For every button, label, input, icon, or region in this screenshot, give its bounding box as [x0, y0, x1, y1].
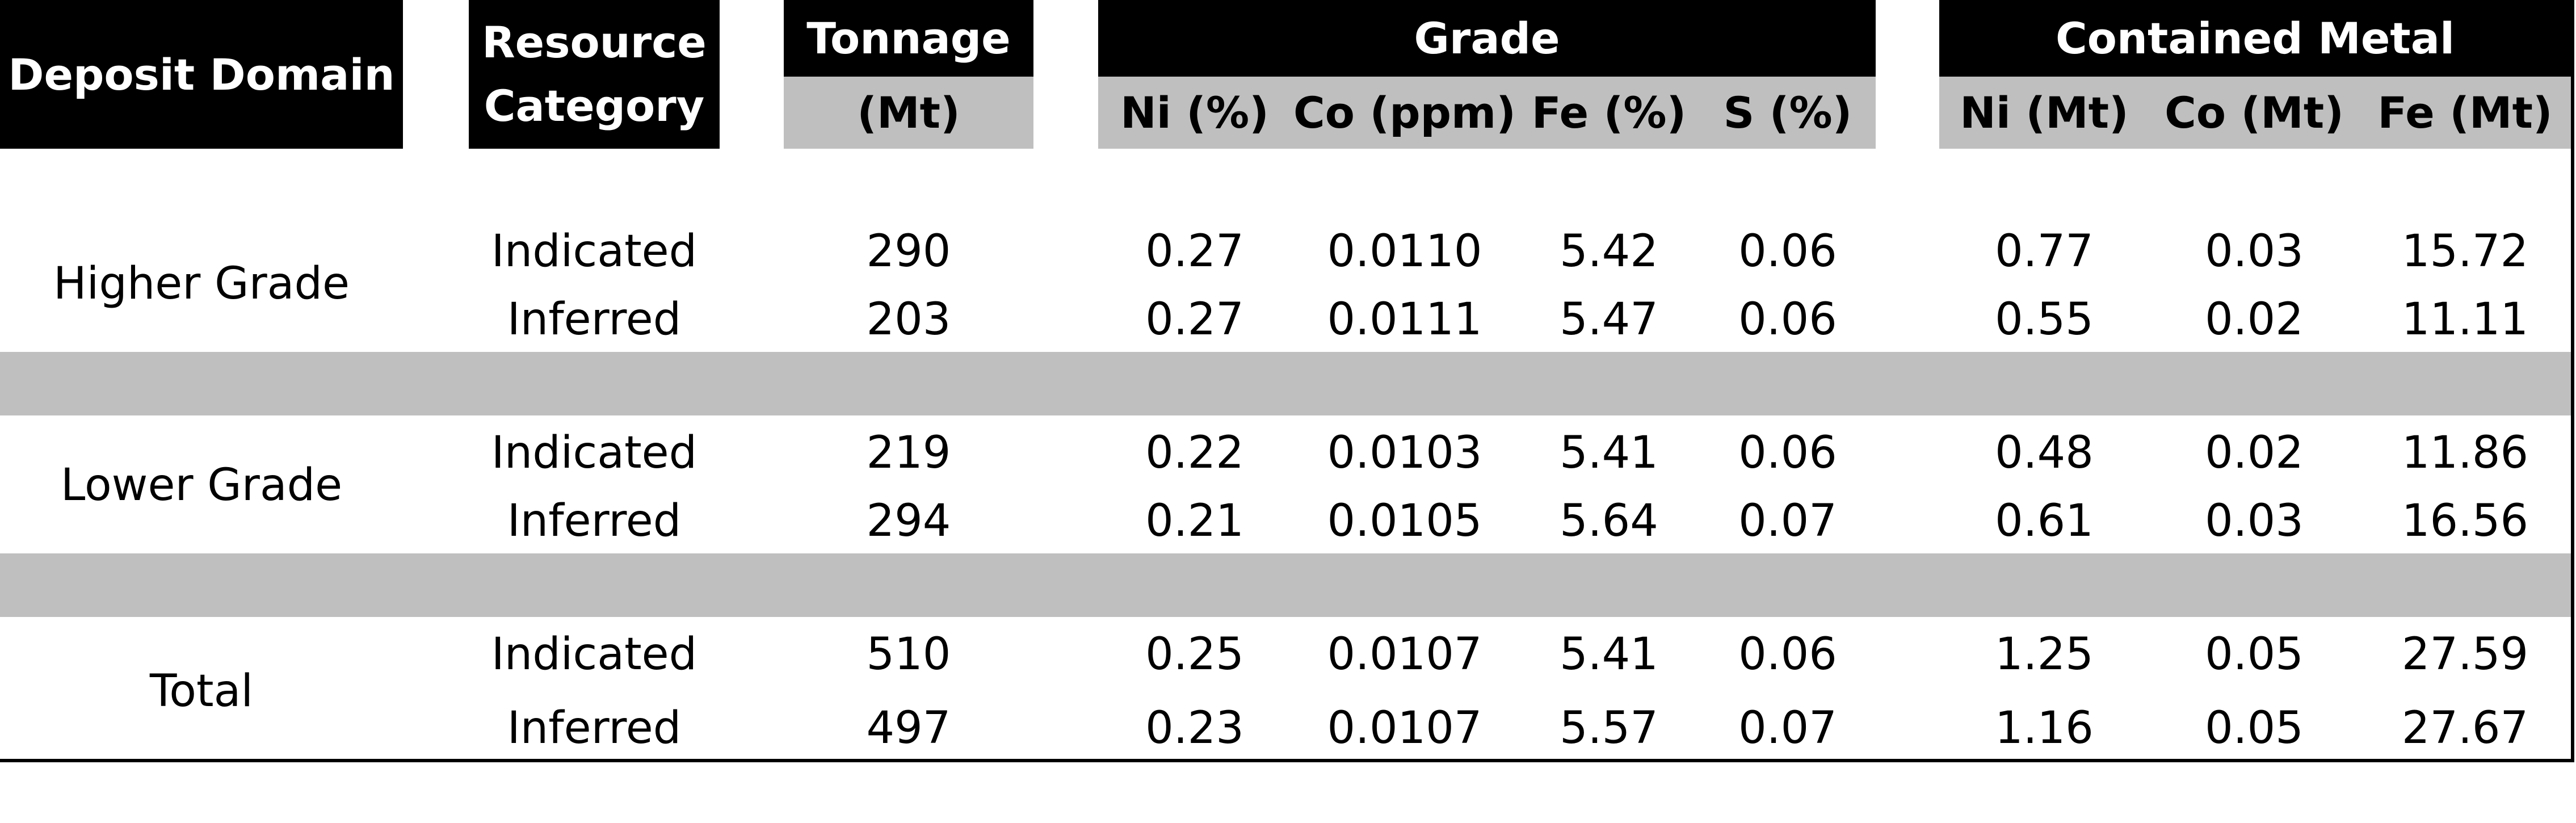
- s-cell: 0.06: [1738, 225, 1837, 277]
- ni-mt-cell: 0.77: [1995, 225, 2094, 277]
- fe-cell: 5.64: [1560, 495, 1658, 547]
- table-border: [0, 0, 2574, 762]
- header-fe-mt: Fe (Mt): [2377, 87, 2553, 138]
- header-s-pct: S (%): [1723, 87, 1852, 138]
- co-cell: 0.0107: [1327, 702, 1482, 754]
- header-contained-metal: Contained Metal: [1939, 0, 2571, 77]
- ni-mt-cell: 0.61: [1995, 495, 2094, 547]
- ni-mt-cell: 1.25: [1995, 628, 2094, 680]
- co-mt-cell: 0.05: [2205, 702, 2304, 754]
- ni-cell: 0.23: [1145, 702, 1244, 754]
- tonnage-cell: 203: [866, 293, 951, 345]
- tonnage-cell: 290: [866, 225, 951, 277]
- ni-cell: 0.22: [1145, 427, 1244, 478]
- header-ni-pct: Ni (%): [1120, 87, 1269, 138]
- header-tonnage-unit: (Mt): [784, 77, 1033, 149]
- co-cell: 0.0111: [1327, 293, 1482, 345]
- header-resource-category-line2: Category: [484, 81, 705, 131]
- fe-mt-cell: 15.72: [2401, 225, 2529, 277]
- s-cell: 0.07: [1738, 702, 1837, 754]
- fe-mt-cell: 27.59: [2401, 628, 2529, 680]
- co-cell: 0.0105: [1327, 495, 1482, 547]
- ni-cell: 0.27: [1145, 225, 1244, 277]
- fe-cell: 5.47: [1560, 293, 1658, 345]
- fe-mt-cell: 16.56: [2401, 495, 2529, 547]
- fe-cell: 5.41: [1560, 628, 1658, 680]
- domain-label: Total: [149, 665, 254, 717]
- category-cell: Indicated: [491, 225, 697, 277]
- fe-cell: 5.41: [1560, 427, 1658, 478]
- co-cell: 0.0107: [1327, 628, 1482, 680]
- category-cell: Inferred: [507, 293, 682, 345]
- co-mt-cell: 0.03: [2205, 225, 2304, 277]
- ni-cell: 0.21: [1145, 495, 1244, 547]
- fe-cell: 5.57: [1560, 702, 1658, 754]
- fe-mt-cell: 11.11: [2401, 293, 2529, 345]
- separator-band: [0, 352, 2571, 415]
- tonnage-cell: 497: [866, 702, 951, 754]
- tonnage-cell: 510: [866, 628, 951, 680]
- ni-mt-cell: 0.48: [1995, 427, 2094, 478]
- header-grade-subrow: [1098, 77, 1876, 149]
- fe-mt-cell: 27.67: [2401, 702, 2529, 754]
- header-tonnage: Tonnage: [784, 0, 1033, 77]
- header-co-ppm: Co (ppm): [1293, 87, 1516, 138]
- header-resource-category-line1: Resource: [482, 17, 707, 68]
- header-deposit-domain: Deposit Domain: [0, 0, 403, 149]
- tonnage-cell: 294: [866, 495, 951, 547]
- separator-band: [0, 553, 2571, 617]
- s-cell: 0.06: [1738, 427, 1837, 478]
- domain-label: Lower Grade: [60, 460, 343, 511]
- header-ni-mt: Ni (Mt): [1960, 87, 2129, 138]
- s-cell: 0.07: [1738, 495, 1837, 547]
- co-cell: 0.0103: [1327, 427, 1482, 478]
- co-mt-cell: 0.05: [2205, 628, 2304, 680]
- co-mt-cell: 0.03: [2205, 495, 2304, 547]
- header-co-mt: Co (Mt): [2165, 87, 2344, 138]
- co-mt-cell: 0.02: [2205, 427, 2304, 478]
- category-cell: Inferred: [507, 702, 682, 754]
- header-metal-subrow: [1939, 77, 2571, 149]
- fe-mt-cell: 11.86: [2401, 427, 2529, 478]
- ni-mt-cell: 0.55: [1995, 293, 2094, 345]
- category-cell: Indicated: [491, 628, 697, 680]
- co-cell: 0.0110: [1327, 225, 1482, 277]
- header-fe-pct: Fe (%): [1531, 87, 1687, 138]
- category-cell: Indicated: [491, 427, 697, 478]
- category-cell: Inferred: [507, 495, 682, 547]
- header-grade: Grade: [1098, 0, 1876, 77]
- s-cell: 0.06: [1738, 293, 1837, 345]
- tonnage-cell: 219: [866, 427, 951, 478]
- ni-cell: 0.27: [1145, 293, 1244, 345]
- s-cell: 0.06: [1738, 628, 1837, 680]
- ni-cell: 0.25: [1145, 628, 1244, 680]
- co-mt-cell: 0.02: [2205, 293, 2304, 345]
- fe-cell: 5.42: [1560, 225, 1658, 277]
- domain-label: Higher Grade: [53, 258, 350, 309]
- header-resource-category: Resource Category: [469, 0, 720, 149]
- ni-mt-cell: 1.16: [1995, 702, 2094, 754]
